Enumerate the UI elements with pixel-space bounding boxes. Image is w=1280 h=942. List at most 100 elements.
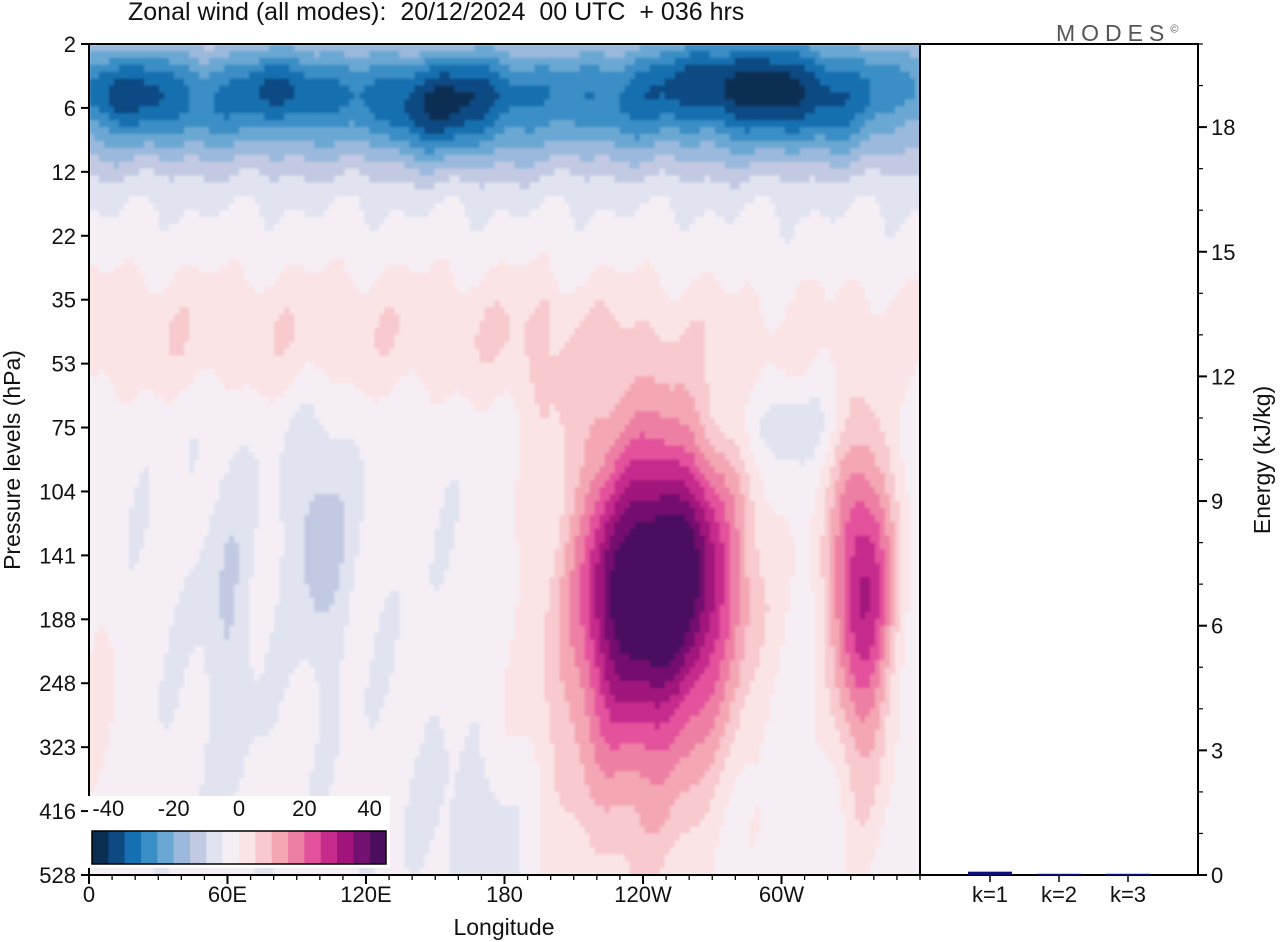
field-cell: [809, 182, 816, 191]
field-cell: [914, 64, 920, 73]
field-cell: [539, 196, 546, 204]
field-cell: [289, 230, 295, 239]
field-cell: [349, 71, 355, 80]
field-cell: [419, 196, 426, 204]
field-cell: [904, 85, 911, 94]
field-cell: [484, 154, 491, 163]
field-cell: [479, 161, 486, 170]
field-cell: [169, 99, 175, 107]
field-cell: [579, 196, 586, 204]
field-cell: [564, 196, 571, 204]
field-cell: [844, 140, 851, 149]
field-cell: [419, 78, 426, 87]
field-cell: [119, 168, 125, 177]
field-cell: [649, 50, 656, 59]
field-cell: [884, 217, 891, 225]
field-cell: [364, 92, 370, 100]
field-cell: [574, 134, 581, 142]
field-cell: [604, 230, 611, 239]
field-cell: [794, 92, 801, 100]
field-cell: [804, 210, 811, 218]
field-cell: [914, 175, 920, 184]
field-cell: [294, 175, 300, 184]
field-cell: [754, 230, 761, 239]
field-cell: [579, 44, 586, 52]
field-cell: [519, 203, 526, 211]
field-cell: [289, 127, 295, 135]
field-cell: [539, 120, 546, 128]
field-cell: [119, 147, 125, 156]
field-cell: [554, 224, 561, 232]
field-cell: [184, 57, 190, 66]
field-cell: [454, 244, 461, 253]
field-cell: [479, 71, 486, 80]
field-cell: [134, 210, 140, 218]
field-cell: [584, 168, 591, 177]
field-cell: [239, 217, 245, 225]
field-cell: [174, 210, 180, 218]
field-cell: [739, 92, 746, 100]
field-cell: [869, 71, 876, 80]
field-cell: [604, 154, 611, 163]
field-cell: [269, 244, 275, 253]
field-cell: [494, 175, 501, 184]
field-cell: [514, 147, 521, 156]
field-cell: [709, 230, 716, 239]
field-cell: [764, 189, 771, 197]
field-cell: [454, 64, 461, 73]
field-cell: [109, 168, 115, 177]
field-cell: [199, 57, 205, 66]
field-cell: [909, 210, 916, 218]
modes-logo: MODES©: [1056, 20, 1178, 47]
field-cell: [204, 168, 210, 177]
field-cell: [394, 147, 400, 156]
field-cell: [144, 71, 150, 80]
field-cell: [859, 78, 866, 87]
field-cell: [234, 120, 240, 128]
field-cell: [109, 189, 115, 197]
field-cell: [619, 189, 626, 197]
field-cell: [474, 217, 481, 225]
field-cell: [844, 224, 851, 232]
field-cell: [224, 154, 230, 163]
field-cell: [654, 168, 661, 177]
field-cell: [329, 182, 335, 191]
field-cell: [134, 127, 140, 135]
field-cell: [914, 210, 920, 218]
field-cell: [229, 182, 235, 191]
field-cell: [794, 120, 801, 128]
field-cell: [779, 210, 786, 218]
field-cell: [584, 106, 591, 114]
field-cell: [169, 230, 175, 239]
field-cell: [619, 57, 626, 66]
field-cell: [304, 134, 310, 142]
field-cell: [759, 230, 766, 239]
field-cell: [659, 217, 666, 225]
field-cell: [539, 230, 546, 239]
field-cell: [904, 57, 911, 66]
field-cell: [309, 120, 315, 128]
field-cell: [109, 251, 115, 260]
field-cell: [534, 64, 541, 73]
field-cell: [429, 244, 436, 253]
field-cell: [714, 134, 721, 142]
field-cell: [694, 230, 701, 239]
field-cell: [414, 140, 420, 149]
field-cell: [769, 244, 776, 253]
field-cell: [599, 71, 606, 80]
field-cell: [309, 44, 315, 52]
field-cell: [479, 106, 486, 114]
field-cell: [144, 64, 150, 73]
field-cell: [379, 127, 385, 135]
field-cell: [154, 85, 160, 94]
field-cell: [259, 113, 265, 121]
field-cell: [384, 175, 390, 184]
field-cell: [669, 237, 676, 246]
field-cell: [284, 244, 290, 253]
field-cell: [364, 113, 370, 121]
field-cell: [619, 120, 626, 128]
field-cell: [489, 168, 496, 177]
field-cell: [399, 140, 405, 149]
field-cell: [134, 175, 140, 184]
field-cell: [824, 140, 831, 149]
